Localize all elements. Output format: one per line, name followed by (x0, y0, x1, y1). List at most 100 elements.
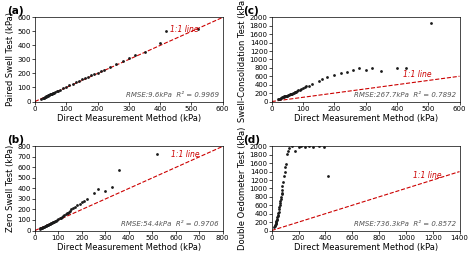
X-axis label: Direct Measurement Method (kPa): Direct Measurement Method (kPa) (57, 115, 201, 123)
Point (90, 191, 98, 195)
Point (95, 187, 102, 191)
Point (368, 66, 376, 70)
Point (64, 211, 72, 215)
Point (349, 67, 357, 71)
Point (141, 50, 148, 54)
Point (125, 56, 133, 60)
Point (36, 226, 44, 230)
Point (273, 217, 281, 221)
Point (61, 213, 68, 217)
Point (153, 152, 161, 156)
Point (320, 145, 328, 149)
Point (55, 88, 62, 93)
Point (280, 174, 288, 178)
Point (271, 223, 279, 228)
Point (81, 198, 88, 203)
Point (41, 224, 49, 228)
Point (59, 214, 67, 218)
Y-axis label: Swell-Consolidation Test (kPa): Swell-Consolidation Test (kPa) (238, 0, 247, 122)
Point (275, 209, 283, 214)
Point (299, 86, 307, 91)
Point (49, 91, 56, 95)
Point (38, 226, 46, 230)
Point (97, 69, 104, 74)
Text: (c): (c) (244, 6, 259, 16)
Point (315, 79, 322, 83)
Point (40, 96, 47, 100)
Point (42, 95, 49, 99)
Point (45, 223, 52, 227)
Text: RMSE:267.7kPa  R² = 0.7892: RMSE:267.7kPa R² = 0.7892 (354, 92, 456, 98)
Point (302, 84, 310, 88)
Point (66, 208, 74, 213)
Point (291, 149, 298, 154)
Point (119, 59, 127, 63)
Point (274, 214, 282, 218)
Point (63, 85, 70, 89)
Point (65, 209, 73, 214)
Point (306, 144, 313, 148)
Point (75, 79, 82, 83)
Point (56, 88, 64, 92)
Point (272, 220, 280, 224)
Text: 1:1 line: 1:1 line (171, 150, 200, 159)
Point (116, 168, 123, 172)
Point (402, 66, 410, 70)
Point (284, 149, 292, 153)
Point (285, 93, 293, 97)
Point (377, 69, 385, 73)
Point (283, 94, 291, 98)
Point (91, 72, 98, 76)
Point (288, 91, 296, 95)
Point (62, 212, 69, 216)
Text: 1:1 line: 1:1 line (412, 171, 441, 180)
Point (41, 95, 48, 100)
Point (49, 220, 57, 224)
Point (273, 219, 280, 223)
Point (298, 87, 305, 91)
Point (277, 195, 285, 199)
Point (72, 80, 80, 84)
Point (277, 96, 285, 100)
Point (47, 221, 55, 225)
Point (43, 224, 50, 228)
Point (43, 94, 50, 99)
Point (52, 90, 59, 94)
Point (68, 207, 75, 212)
Point (315, 144, 322, 148)
X-axis label: Direct Measurement Method (kPa): Direct Measurement Method (kPa) (293, 115, 438, 123)
Point (271, 225, 278, 229)
Point (275, 205, 283, 209)
Point (296, 88, 304, 92)
Text: (b): (b) (7, 135, 24, 145)
Point (71, 205, 79, 209)
Point (40, 225, 47, 229)
Point (284, 93, 292, 97)
Point (271, 224, 279, 228)
Point (362, 68, 369, 72)
Text: (a): (a) (7, 6, 24, 16)
Point (94, 71, 101, 75)
Point (194, 27, 201, 31)
Point (57, 216, 64, 220)
Point (274, 212, 282, 216)
Point (45, 93, 53, 97)
Point (47, 92, 55, 96)
Point (55, 217, 62, 221)
Point (295, 145, 302, 149)
Point (273, 217, 281, 222)
Point (274, 211, 282, 215)
Point (273, 215, 281, 220)
Point (83, 197, 91, 201)
Point (288, 92, 295, 96)
Point (283, 152, 290, 156)
Text: RMSE:9.6kPa  R² = 0.9969: RMSE:9.6kPa R² = 0.9969 (126, 92, 219, 98)
Point (101, 189, 109, 193)
X-axis label: Direct Measurement Method (kPa): Direct Measurement Method (kPa) (57, 244, 201, 252)
Point (76, 201, 83, 206)
Point (84, 75, 92, 79)
Point (309, 82, 316, 86)
Point (287, 92, 294, 96)
Point (274, 97, 282, 101)
Point (131, 52, 139, 57)
